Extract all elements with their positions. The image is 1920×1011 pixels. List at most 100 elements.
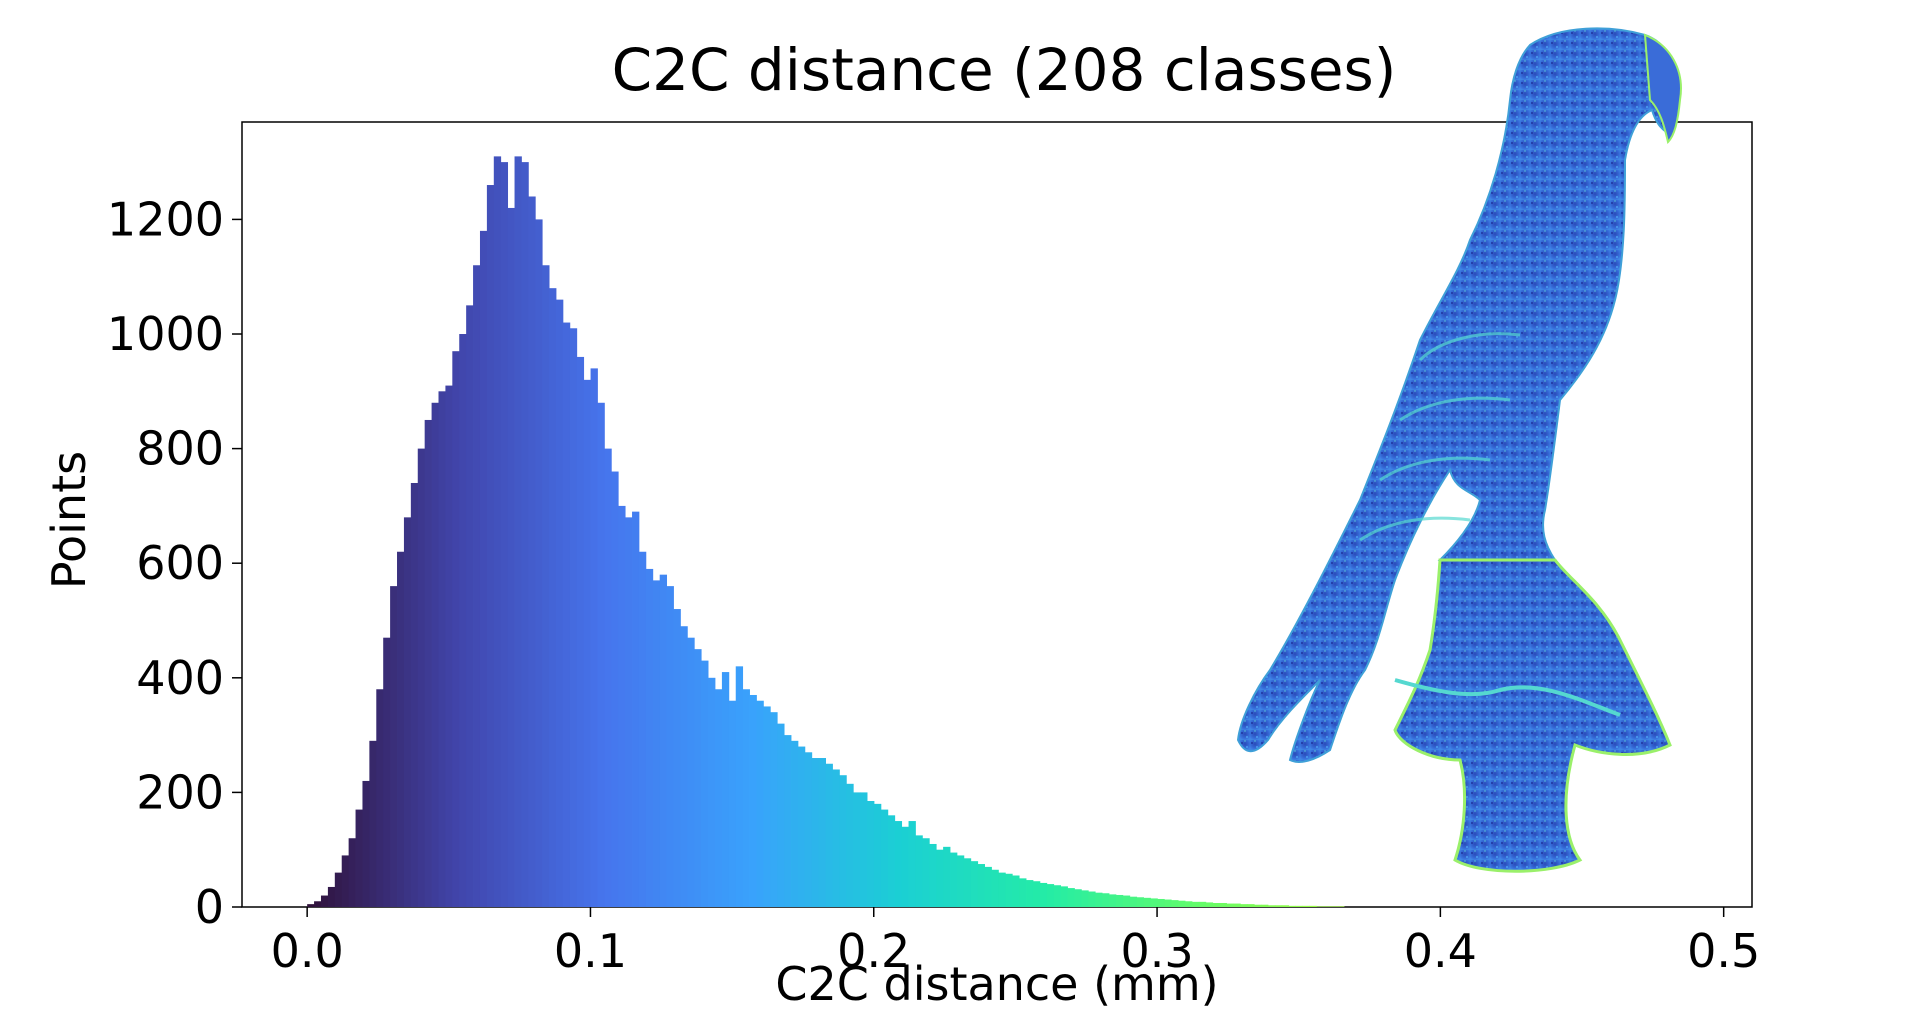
histogram-bar bbox=[1191, 901, 1200, 907]
histogram-bar bbox=[1060, 886, 1068, 907]
histogram-bar bbox=[452, 351, 460, 907]
histogram-bar bbox=[867, 801, 875, 907]
y-axis-ticks: 0 200 400 600 800 1000 1200 bbox=[107, 192, 242, 934]
histogram-bar bbox=[777, 723, 785, 907]
histogram-bar bbox=[853, 792, 861, 907]
x-axis-ticks: 0.0 0.1 0.2 0.3 0.4 0.5 bbox=[271, 907, 1760, 978]
histogram-bar bbox=[431, 402, 439, 907]
histogram-bar bbox=[604, 448, 612, 907]
histogram-bar bbox=[348, 838, 356, 907]
histogram-bar bbox=[1212, 902, 1221, 907]
histogram-bar bbox=[818, 758, 826, 907]
histogram-bar bbox=[887, 815, 896, 907]
histogram-bar bbox=[963, 858, 972, 907]
histogram-bar bbox=[1233, 903, 1241, 907]
histogram-bar bbox=[590, 368, 598, 907]
histogram-bar bbox=[1019, 878, 1027, 907]
histogram-bar bbox=[1295, 905, 1303, 907]
eagle-pedestal-shape bbox=[1393, 558, 1672, 873]
histogram-bar bbox=[576, 356, 585, 907]
histogram-bars bbox=[307, 156, 1345, 908]
histogram-bar bbox=[466, 305, 474, 907]
histogram-bar bbox=[542, 265, 550, 907]
histogram-bar bbox=[956, 855, 965, 907]
histogram-bar bbox=[445, 385, 453, 908]
histogram-bar bbox=[1302, 905, 1310, 907]
histogram-bar bbox=[1281, 905, 1290, 907]
y-tick-label: 800 bbox=[136, 422, 224, 476]
histogram-bar bbox=[1102, 893, 1110, 907]
histogram-bar bbox=[894, 821, 903, 907]
histogram-bar bbox=[1198, 901, 1207, 907]
histogram-bar bbox=[1143, 897, 1151, 907]
x-tick-label: 0.5 bbox=[1687, 924, 1760, 978]
y-tick-label: 400 bbox=[136, 651, 224, 705]
histogram-bar bbox=[618, 505, 626, 907]
histogram-bar bbox=[749, 694, 757, 907]
histogram-bar bbox=[397, 551, 405, 907]
histogram-bar bbox=[597, 402, 605, 907]
histogram-bar bbox=[901, 826, 909, 907]
histogram-bar bbox=[715, 689, 723, 907]
histogram-bar bbox=[742, 689, 750, 907]
histogram-bar bbox=[1240, 904, 1248, 907]
chart-title: C2C distance (208 classes) bbox=[612, 36, 1397, 104]
eagle-wing-highlight bbox=[1359, 332, 1521, 542]
x-tick-label: 0.2 bbox=[837, 924, 910, 978]
histogram-bar bbox=[1026, 880, 1034, 907]
histogram-bar bbox=[528, 196, 536, 908]
histogram-bar bbox=[1226, 903, 1234, 907]
histogram-bar bbox=[908, 821, 916, 907]
x-tick-label: 0.1 bbox=[554, 924, 627, 978]
histogram-bar bbox=[950, 852, 958, 907]
histogram-bar bbox=[1171, 900, 1179, 907]
histogram-bar bbox=[1081, 890, 1089, 907]
histogram-bar bbox=[1005, 873, 1013, 907]
histogram-bar bbox=[479, 230, 488, 907]
histogram-bar bbox=[1205, 902, 1214, 907]
histogram-bar bbox=[1032, 881, 1041, 907]
histogram-bar bbox=[970, 861, 979, 907]
histogram-bar bbox=[1185, 901, 1193, 907]
histogram-bar bbox=[998, 872, 1006, 907]
histogram-bar bbox=[1247, 904, 1255, 907]
histogram-bar bbox=[473, 265, 481, 907]
histogram-bar bbox=[1261, 904, 1269, 907]
histogram-bar bbox=[977, 864, 985, 907]
histogram-bar bbox=[500, 162, 509, 908]
x-tick-label: 0.0 bbox=[271, 924, 344, 978]
histogram-bar bbox=[383, 637, 391, 907]
x-tick-label: 0.4 bbox=[1404, 924, 1477, 978]
histogram-bar bbox=[721, 672, 730, 907]
histogram-bar bbox=[1164, 899, 1172, 907]
histogram-bar bbox=[1309, 905, 1317, 907]
histogram-bar bbox=[334, 872, 343, 907]
histogram-bar bbox=[666, 586, 674, 907]
histogram-bar bbox=[355, 809, 363, 907]
histogram-bar bbox=[1046, 884, 1055, 907]
histogram-bar bbox=[1337, 906, 1345, 907]
histogram-bar bbox=[459, 334, 467, 907]
y-tick-label: 600 bbox=[136, 536, 224, 590]
histogram-bar bbox=[1088, 891, 1096, 907]
histogram-bar bbox=[320, 895, 329, 907]
y-axis-label: Points bbox=[42, 451, 96, 589]
histogram-bar bbox=[860, 792, 868, 907]
histogram-bar bbox=[756, 700, 764, 907]
histogram-bar bbox=[791, 740, 799, 907]
histogram-bar bbox=[493, 156, 502, 907]
histogram-bar bbox=[569, 328, 578, 907]
histogram-bar bbox=[984, 866, 992, 907]
histogram-bar bbox=[929, 843, 937, 907]
histogram-bar bbox=[1288, 905, 1297, 907]
histogram-bar bbox=[804, 752, 813, 907]
histogram-bar bbox=[521, 162, 529, 908]
histogram-bar bbox=[1136, 897, 1144, 907]
histogram-bar bbox=[922, 838, 930, 907]
histogram-bar bbox=[701, 660, 709, 907]
histogram-bar bbox=[1122, 895, 1131, 907]
histogram-bar bbox=[562, 322, 571, 907]
histogram-bar bbox=[839, 775, 847, 907]
histogram-bar bbox=[638, 551, 647, 907]
histogram-bar bbox=[797, 746, 806, 907]
